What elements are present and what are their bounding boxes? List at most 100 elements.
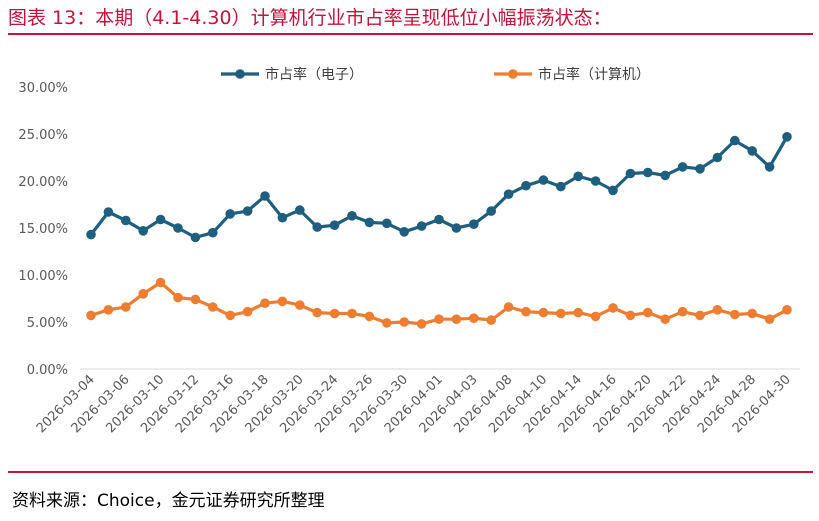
- data-point: [103, 207, 114, 217]
- data-point: [643, 307, 653, 318]
- data-point: [260, 298, 270, 309]
- data-point: [347, 308, 357, 319]
- data-point: [434, 214, 444, 225]
- y-tick-label: 25.00%: [18, 128, 68, 143]
- data-point: [730, 135, 740, 146]
- data-point: [260, 191, 270, 201]
- data-point: [225, 209, 235, 219]
- data-point: [382, 318, 392, 328]
- data-point: [660, 314, 670, 325]
- data-point: [503, 302, 514, 312]
- data-point: [277, 296, 288, 307]
- data-point: [695, 164, 705, 174]
- data-point: [121, 215, 131, 226]
- data-point: [556, 181, 566, 192]
- data-point: [451, 223, 462, 233]
- data-point: [416, 221, 427, 231]
- data-point: [173, 223, 183, 233]
- line-chart: 0.00% 5.00% 10.00% 15.00% 20.00% 25.00% 30.00%…: [18, 66, 800, 436]
- data-point: [469, 219, 479, 229]
- series-layer: [86, 132, 792, 329]
- data-point: [625, 168, 636, 179]
- data-point: [155, 214, 166, 225]
- series-2: [86, 277, 792, 329]
- figure-title: 图表 13：本期（4.1-4.30）计算机行业市占率呈现低位小幅振荡状态：: [8, 7, 612, 29]
- data-point: [660, 170, 670, 181]
- data-point: [364, 311, 375, 322]
- data-point: [521, 180, 531, 191]
- data-point: [521, 306, 531, 317]
- data-point: [538, 175, 549, 185]
- data-point: [382, 218, 392, 229]
- legend-item: 市占率（电子）: [221, 66, 363, 83]
- data-point: [399, 227, 410, 237]
- legend-label: 市占率（电子）: [265, 66, 363, 83]
- y-tick-label: 20.00%: [18, 175, 68, 190]
- data-point: [764, 162, 775, 172]
- y-tick-label: 0.00%: [27, 363, 68, 378]
- legend-label: 市占率（计算机）: [538, 66, 650, 83]
- data-point: [347, 211, 357, 221]
- data-point: [242, 306, 253, 317]
- data-point: [173, 292, 183, 303]
- data-point: [747, 146, 757, 156]
- data-point: [625, 310, 636, 321]
- data-point: [590, 176, 601, 186]
- data-point: [138, 289, 148, 299]
- data-point: [469, 313, 479, 324]
- data-point: [608, 185, 618, 196]
- data-point: [608, 303, 618, 313]
- data-point: [329, 220, 340, 230]
- data-point: [538, 307, 549, 318]
- data-point: [364, 217, 375, 228]
- legend-marker: [235, 69, 245, 79]
- data-point: [329, 308, 340, 319]
- data-point: [312, 307, 323, 318]
- data-point: [295, 300, 305, 310]
- data-point: [712, 305, 723, 315]
- data-point: [138, 226, 148, 236]
- data-point: [782, 305, 792, 315]
- data-point: [242, 206, 253, 216]
- data-point: [208, 227, 218, 238]
- series-1: [86, 132, 792, 243]
- data-point: [190, 294, 201, 305]
- data-point: [503, 189, 514, 199]
- data-point: [486, 206, 497, 216]
- data-point: [155, 277, 166, 288]
- data-point: [190, 232, 201, 243]
- data-point: [486, 315, 497, 325]
- legend-marker: [508, 69, 518, 79]
- data-point: [416, 319, 427, 329]
- footer-divider: [8, 471, 813, 473]
- data-point: [103, 305, 114, 315]
- data-point: [573, 171, 583, 182]
- data-point: [764, 314, 775, 325]
- x-axis: 2026-03-042026-03-062026-03-102026-03-12…: [34, 368, 800, 436]
- legend: 市占率（电子） 市占率（计算机）: [221, 66, 650, 83]
- data-point: [225, 310, 235, 321]
- data-point: [712, 152, 723, 163]
- legend-item: 市占率（计算机）: [494, 66, 650, 83]
- title-divider: [8, 33, 813, 35]
- data-point: [434, 314, 444, 325]
- data-point: [590, 311, 601, 322]
- data-point: [643, 167, 653, 178]
- data-point: [451, 314, 462, 325]
- source-note: 资料来源：Choice，金元证券研究所整理: [12, 491, 325, 511]
- y-tick-label: 5.00%: [27, 316, 68, 331]
- y-tick-label: 30.00%: [18, 81, 68, 96]
- data-point: [86, 229, 96, 240]
- data-point: [573, 307, 583, 318]
- data-point: [747, 308, 757, 319]
- data-point: [208, 302, 218, 312]
- data-point: [277, 212, 288, 223]
- data-point: [295, 205, 305, 215]
- y-tick-label: 15.00%: [18, 222, 68, 237]
- data-point: [677, 306, 688, 317]
- y-tick-label: 10.00%: [18, 269, 68, 284]
- data-point: [677, 162, 688, 172]
- y-axis: 0.00% 5.00% 10.00% 15.00% 20.00% 25.00% 30.00%: [18, 81, 68, 378]
- data-point: [730, 309, 740, 320]
- data-point: [86, 310, 96, 321]
